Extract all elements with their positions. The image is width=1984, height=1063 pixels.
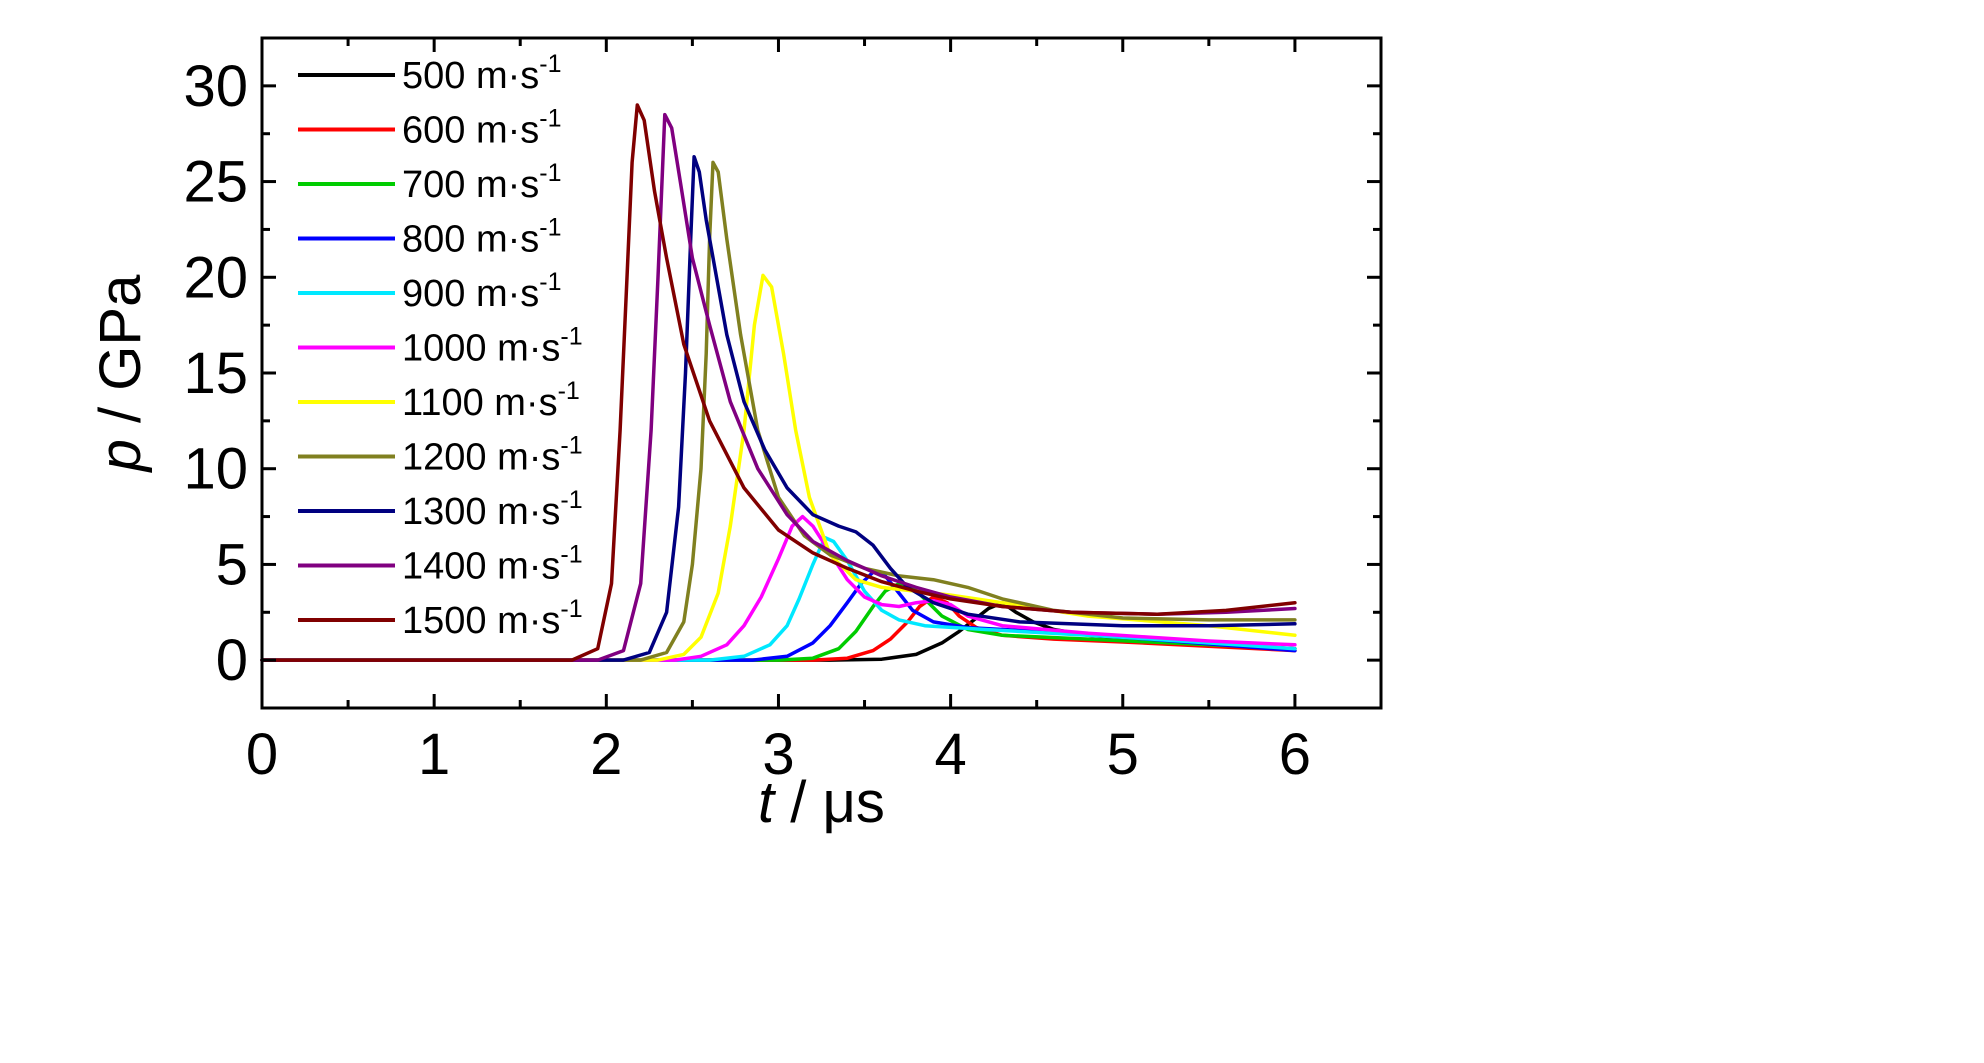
legend-value: 1000 m·s xyxy=(402,328,560,370)
legend-value: 1300 m·s xyxy=(402,491,560,533)
legend-value: 1200 m·s xyxy=(402,437,560,479)
series-line-1300 xyxy=(260,154,1297,662)
legend-value: 1500 m·s xyxy=(402,600,560,642)
legend-value: 600 m·s xyxy=(402,110,539,152)
y-tick-label: 0 xyxy=(216,628,248,693)
x-axis-label-unit: / μs xyxy=(774,770,885,835)
legend-label-1400: 1400 m·s-1 xyxy=(402,541,583,588)
y-tick-label: 5 xyxy=(216,532,248,597)
legend-value: 1100 m·s xyxy=(402,382,558,424)
x-axis-label-variable: t xyxy=(758,770,777,835)
y-axis-label: p / GPa xyxy=(88,274,153,473)
legend-exponent: -1 xyxy=(560,595,582,623)
series-line-1100 xyxy=(260,273,1297,662)
legend-exponent: -1 xyxy=(539,214,561,242)
legend-label-800: 800 m·s-1 xyxy=(402,214,562,261)
x-axis-label: t / μs xyxy=(758,770,885,835)
y-tick-label: 20 xyxy=(183,245,248,310)
legend-value: 500 m·s xyxy=(402,55,539,97)
y-axis-label-variable: p xyxy=(88,439,153,473)
legend-value: 800 m·s xyxy=(402,219,539,261)
legend-exponent: -1 xyxy=(560,541,582,569)
legend-exponent: -1 xyxy=(560,323,582,351)
legend-label-1300: 1300 m·s-1 xyxy=(402,486,583,533)
legend-value: 700 m·s xyxy=(402,164,539,206)
series-line-900 xyxy=(260,535,1297,662)
y-tick-label: 30 xyxy=(183,54,248,119)
y-tick-label: 15 xyxy=(183,341,248,406)
legend-exponent: -1 xyxy=(558,377,580,405)
legend-label-1000: 1000 m·s-1 xyxy=(402,323,583,370)
legend-label-1100: 1100 m·s-1 xyxy=(402,377,580,424)
x-tick-label: 0 xyxy=(246,722,278,787)
legend-label-600: 600 m·s-1 xyxy=(402,105,562,152)
axis-ticks xyxy=(260,38,1381,708)
series-line-1500 xyxy=(260,103,1297,662)
tick-labels: 0 1 2 3 4 5 6 0 5 10 15 20 25 30 xyxy=(183,54,1311,787)
legend-value: 1400 m·s xyxy=(402,546,560,588)
series-line-1000 xyxy=(260,514,1297,662)
legend-value: 900 m·s xyxy=(402,273,539,315)
legend-label-700: 700 m·s-1 xyxy=(402,159,562,206)
x-tick-label: 1 xyxy=(418,722,450,787)
y-tick-label: 25 xyxy=(183,150,248,215)
series-lines xyxy=(260,103,1297,662)
y-axis-label-unit: / GPa xyxy=(88,274,153,439)
legend-exponent: -1 xyxy=(560,486,582,514)
x-tick-label: 5 xyxy=(1107,722,1139,787)
legend-exponent: -1 xyxy=(539,105,561,133)
legend-label-1200: 1200 m·s-1 xyxy=(402,432,583,479)
x-tick-label: 3 xyxy=(762,722,794,787)
x-tick-label: 4 xyxy=(934,722,966,787)
x-tick-label: 2 xyxy=(590,722,622,787)
legend-label-500: 500 m·s-1 xyxy=(402,50,562,97)
legend-label-900: 900 m·s-1 xyxy=(402,268,562,315)
y-tick-label: 10 xyxy=(183,437,248,502)
x-tick-label: 6 xyxy=(1279,722,1311,787)
legend-label-1500: 1500 m·s-1 xyxy=(402,595,583,642)
legend-exponent: -1 xyxy=(539,159,561,187)
legend-exponent: -1 xyxy=(560,432,582,460)
legend-exponent: -1 xyxy=(539,268,561,296)
legend-exponent: -1 xyxy=(539,50,561,78)
series-line-700 xyxy=(260,581,1297,662)
